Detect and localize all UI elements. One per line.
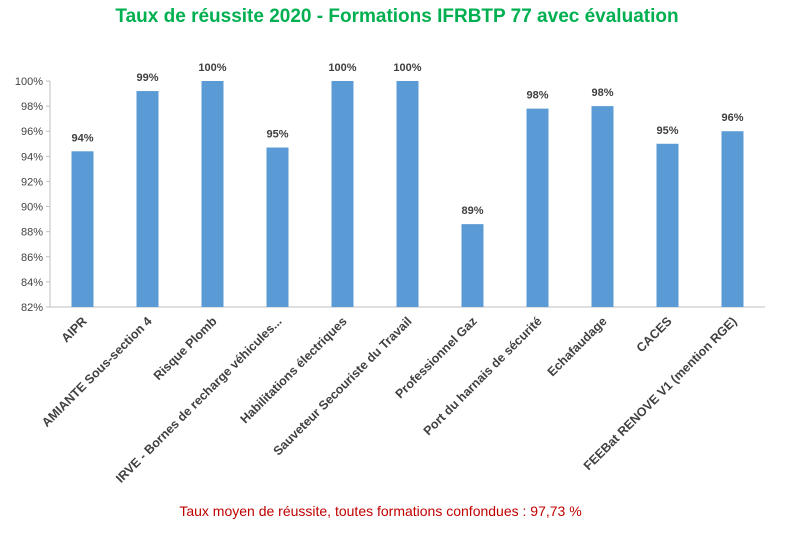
bar (721, 131, 744, 307)
average-rate-footnote: Taux moyen de réussite, toutes formation… (179, 503, 582, 519)
category-label: Sauveteur Secouriste du Travail (271, 314, 415, 458)
data-label: 89% (461, 205, 483, 217)
data-label: 100% (198, 62, 226, 74)
bar (526, 108, 549, 307)
y-tick-label: 98% (21, 101, 43, 113)
y-tick-label: 88% (21, 227, 43, 239)
category-label: CACES (634, 314, 675, 355)
category-label: Risque Plomb (151, 314, 220, 383)
bar (71, 151, 94, 307)
bar (591, 106, 614, 307)
bar (656, 143, 679, 307)
category-label: Port du harnais de sécurité (421, 314, 545, 438)
category-label: Habilitations électriques (238, 314, 350, 426)
bar (396, 81, 419, 307)
bar (266, 147, 289, 307)
data-label: 96% (721, 112, 743, 124)
bar (201, 81, 224, 307)
data-label: 95% (266, 129, 288, 141)
bar (461, 224, 484, 307)
data-label: 98% (526, 90, 548, 102)
chart-data-labels: 94% 99% 100% 95% 100% 100% 89% 98% 98% 95% 96% (71, 62, 743, 217)
category-label: AMIANTE Sous-section 4 (39, 314, 155, 430)
y-tick-label: 82% (21, 302, 43, 314)
chart-bars (71, 81, 744, 308)
y-tick-label: 84% (21, 277, 43, 289)
y-tick-label: 100% (15, 76, 43, 88)
y-tick-label: 94% (21, 151, 43, 163)
category-label: AIPR (59, 314, 90, 345)
category-label: Echafaudage (545, 314, 610, 379)
data-label: 94% (71, 132, 93, 144)
bar (136, 91, 159, 308)
y-tick-label: 96% (21, 126, 43, 138)
y-tick-label: 86% (21, 252, 43, 264)
y-tick-label: 90% (21, 202, 43, 214)
chart-title: Taux de réussite 2020 - Formations IFRBT… (115, 6, 679, 27)
data-label: 100% (393, 62, 421, 74)
y-tick-label: 92% (21, 176, 43, 188)
data-label: 99% (136, 72, 158, 84)
chart-axes: 82% 84% 86% 88% 90% 92% 94% 96% 98% 100% (15, 76, 765, 314)
bar (331, 81, 354, 307)
data-label: 95% (656, 125, 678, 137)
data-label: 100% (328, 62, 356, 74)
data-label: 98% (591, 87, 613, 99)
